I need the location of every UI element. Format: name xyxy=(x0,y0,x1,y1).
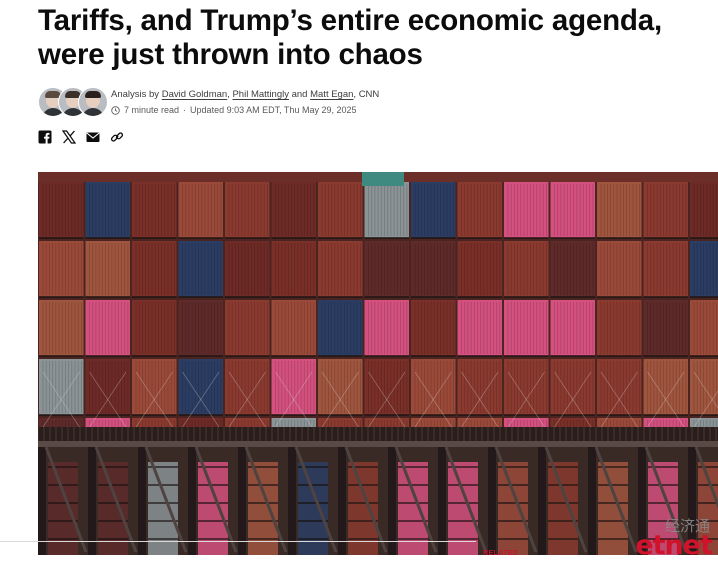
byline: Analysis by David Goldman, Phil Mattingl… xyxy=(38,87,638,117)
byline-suffix: , CNN xyxy=(353,89,380,100)
meta-separator: · xyxy=(183,105,187,115)
byline-comma: , xyxy=(227,89,230,100)
read-time: 7 minute read xyxy=(124,105,180,115)
article-headline: Tariffs, and Trump’s entire economic age… xyxy=(38,4,662,71)
clock-icon xyxy=(111,105,120,115)
author-avatars xyxy=(38,87,108,117)
link-icon[interactable] xyxy=(110,130,124,144)
avatar[interactable] xyxy=(78,87,108,117)
facebook-icon[interactable] xyxy=(38,130,52,144)
etnet-watermark: 经济通 etnet xyxy=(618,515,714,561)
byline-text: Analysis by David Goldman, Phil Mattingl… xyxy=(111,89,379,100)
byline-and: and xyxy=(291,89,308,100)
email-icon[interactable] xyxy=(86,130,100,144)
byline-prefix: Analysis by xyxy=(111,89,160,100)
share-bar xyxy=(38,130,124,144)
hero-image xyxy=(38,172,718,555)
hero-image-container-ship xyxy=(38,172,718,555)
watermark-chinese: 经济通 xyxy=(664,517,710,535)
author-link-phil-mattingly[interactable]: Phil Mattingly xyxy=(232,89,289,100)
x-icon[interactable] xyxy=(62,130,76,144)
author-link-david-goldman[interactable]: David Goldman xyxy=(161,89,228,100)
divider xyxy=(0,541,476,542)
author-link-matt-egan[interactable]: Matt Egan xyxy=(310,89,354,100)
watermark-logo: etnet xyxy=(635,530,713,561)
article-meta: 7 minute read · Updated 9:03 AM EDT, Thu… xyxy=(111,105,356,115)
updated-timestamp: Updated 9:03 AM EDT, Thu May 29, 2025 xyxy=(190,105,357,115)
related-label[interactable]: RELATED xyxy=(483,550,519,557)
